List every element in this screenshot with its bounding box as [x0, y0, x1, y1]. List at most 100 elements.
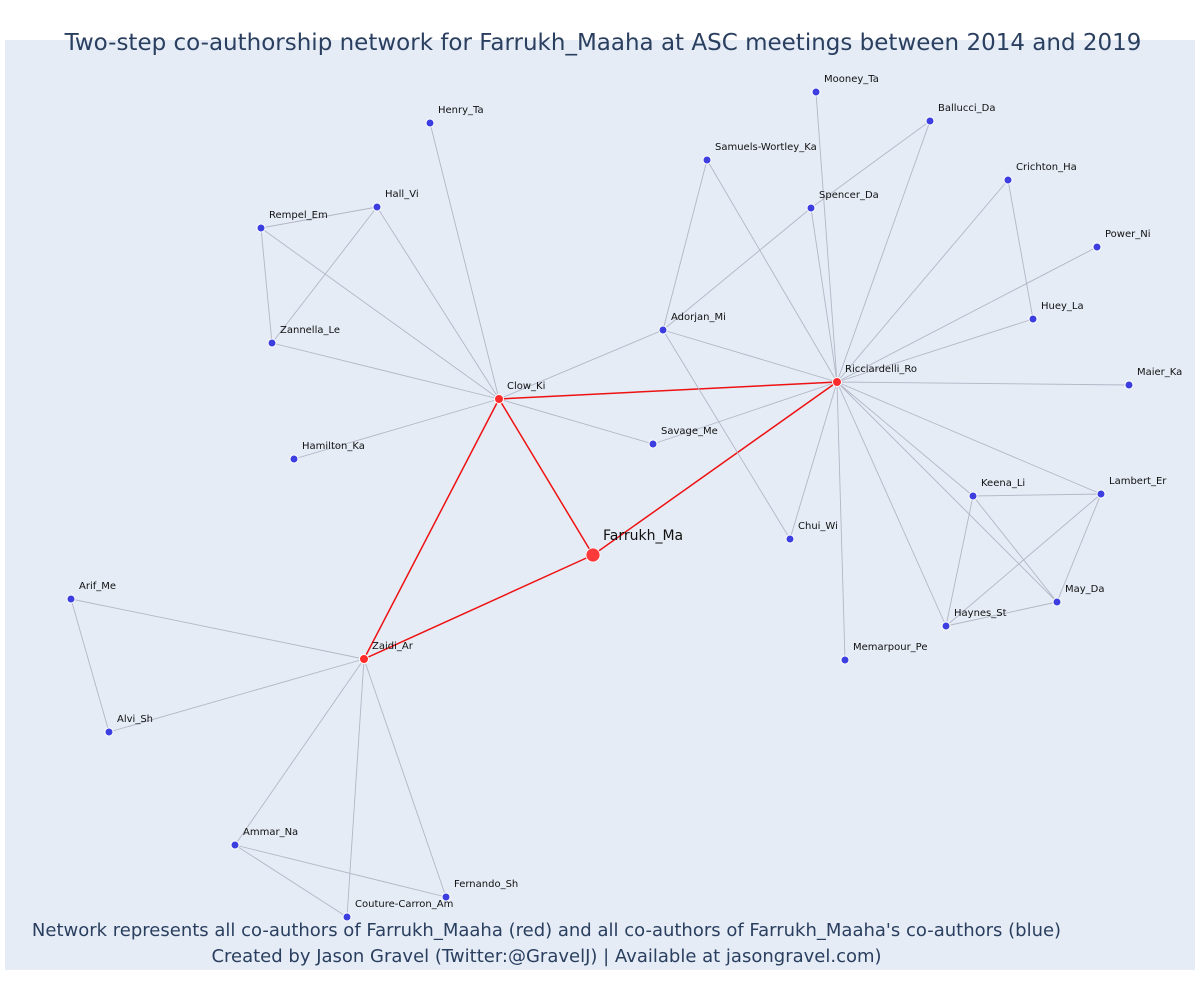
edge-ricciardelli-ro-huey-la	[836, 318, 1034, 383]
node-memarpour-pe[interactable]	[840, 655, 850, 665]
edge-clow-ki-hall-vi	[376, 206, 500, 400]
node-hall-vi[interactable]	[372, 202, 382, 212]
edge-haynes-st-may-da	[945, 601, 1058, 627]
node-may-da[interactable]	[1052, 597, 1062, 607]
edge-ricciardelli-ro-lambert-er	[836, 381, 1102, 495]
edge-ricciardelli-ro-power-ni	[836, 246, 1098, 383]
node-label-chui-wi: Chui_Wi	[798, 521, 838, 532]
node-label-haynes-st: Haynes_St	[954, 608, 1007, 619]
node-rempel-em[interactable]	[256, 223, 266, 233]
node-label-power-ni: Power_Ni	[1105, 229, 1151, 240]
node-label-lambert-er: Lambert_Er	[1109, 476, 1167, 487]
edge-ammar-na-couture-carron-am	[234, 844, 348, 918]
node-label-farrukh-ma: Farrukh_Ma	[603, 528, 683, 544]
caption: Network represents all co-authors of Far…	[0, 918, 1093, 970]
node-maier-ka[interactable]	[1124, 380, 1134, 390]
node-fernando-sh[interactable]	[441, 892, 451, 902]
edge-ricciardelli-ro-mooney-ta	[815, 91, 838, 383]
node-ricciardelli-ro[interactable]	[832, 377, 842, 387]
node-label-hamilton-ka: Hamilton_Ka	[302, 441, 365, 452]
edge-ricciardelli-ro-ballucci-da	[836, 120, 931, 383]
edge-zaidi-ar-fernando-sh	[363, 658, 447, 898]
labels-layer: Farrukh_Ma Clow_Ki Ricciardelli_Ro Zaidi_Ar…	[79, 74, 1182, 910]
edge-ricciardelli-ro-maier-ka	[836, 381, 1130, 386]
node-adorjan-mi[interactable]	[658, 325, 668, 335]
edge-ricciardelli-ro-samuels-wortley-ka	[706, 159, 838, 383]
node-samuels-wortley-ka[interactable]	[702, 155, 712, 165]
edge-keena-li-haynes-st	[945, 495, 974, 627]
edge-farrukh-ma-zaidi-ar	[363, 554, 594, 660]
edge-farrukh-ma-ricciardelli-ro	[592, 381, 838, 556]
node-haynes-st[interactable]	[941, 621, 951, 631]
node-label-crichton-ha: Crichton_Ha	[1016, 162, 1077, 173]
edge-clow-ki-savage-me	[498, 398, 654, 445]
caption-line-1: Network represents all co-authors of Far…	[31, 920, 1062, 941]
edge-clow-ki-zaidi-ar	[363, 398, 500, 660]
edge-adorjan-mi-samuels-wortley-ka	[662, 159, 708, 331]
edge-ricciardelli-ro-keena-li	[836, 381, 974, 497]
node-label-zannella-le: Zannella_Le	[280, 325, 340, 336]
node-label-savage-me: Savage_Me	[661, 426, 718, 437]
plot-background	[5, 40, 1195, 970]
node-label-adorjan-mi: Adorjan_Mi	[671, 312, 726, 323]
edge-farrukh-ma-clow-ki	[498, 398, 594, 556]
node-label-fernando-sh: Fernando_Sh	[454, 879, 518, 890]
node-mooney-ta[interactable]	[811, 87, 821, 97]
node-label-huey-la: Huey_La	[1041, 301, 1084, 312]
node-farrukh-ma[interactable]	[585, 547, 601, 563]
edge-clow-ki-ricciardelli-ro	[498, 381, 838, 400]
node-huey-la[interactable]	[1028, 314, 1038, 324]
edge-ricciardelli-ro-haynes-st	[836, 381, 947, 627]
edge-zaidi-ar-alvi-sh	[108, 658, 365, 733]
node-label-samuels-wortley-ka: Samuels-Wortley_Ka	[715, 142, 817, 153]
edge-clow-ki-zannella-le	[271, 342, 500, 400]
node-label-mooney-ta: Mooney_Ta	[824, 74, 879, 85]
edge-keena-li-lambert-er	[972, 493, 1102, 497]
node-alvi-sh[interactable]	[104, 727, 114, 737]
edge-keena-li-may-da	[972, 495, 1058, 603]
node-label-may-da: May_Da	[1065, 584, 1105, 595]
edge-ricciardelli-ro-memarpour-pe	[836, 381, 846, 661]
node-couture-carron-am[interactable]	[342, 912, 352, 922]
edges-layer	[70, 91, 1130, 918]
node-clow-ki[interactable]	[494, 394, 504, 404]
node-label-arif-me: Arif_Me	[79, 581, 116, 592]
node-label-ballucci-da: Ballucci_Da	[938, 103, 996, 114]
edge-adorjan-mi-chui-wi	[662, 329, 791, 540]
node-henry-ta[interactable]	[425, 118, 435, 128]
node-label-keena-li: Keena_Li	[981, 478, 1025, 489]
caption-line-2: Created by Jason Gravel (Twitter:@Gravel…	[211, 946, 882, 967]
edge-clow-ki-henry-ta	[429, 122, 500, 400]
nodes-layer	[66, 87, 1134, 922]
node-arif-me[interactable]	[66, 594, 76, 604]
node-zaidi-ar[interactable]	[359, 654, 369, 664]
edge-ricciardelli-ro-may-da	[836, 381, 1058, 603]
edge-ammar-na-fernando-sh	[234, 844, 447, 898]
node-savage-me[interactable]	[648, 439, 658, 449]
node-power-ni[interactable]	[1092, 242, 1102, 252]
node-spencer-da[interactable]	[806, 203, 816, 213]
edge-rempel-em-hall-vi	[260, 206, 378, 229]
node-hamilton-ka[interactable]	[289, 454, 299, 464]
node-crichton-ha[interactable]	[1003, 175, 1013, 185]
edge-lambert-er-may-da	[1056, 493, 1102, 603]
node-label-couture-carron-am: Couture-Carron_Am	[355, 899, 453, 910]
node-label-maier-ka: Maier_Ka	[1137, 367, 1182, 378]
node-label-ricciardelli-ro: Ricciardelli_Ro	[845, 364, 917, 375]
edge-clow-ki-adorjan-mi	[498, 329, 664, 400]
node-label-hall-vi: Hall_Vi	[385, 189, 419, 200]
edge-clow-ki-hamilton-ka	[293, 398, 500, 460]
node-ammar-na[interactable]	[230, 840, 240, 850]
edge-rempel-em-zannella-le	[260, 227, 273, 344]
node-zannella-le[interactable]	[267, 338, 277, 348]
node-lambert-er[interactable]	[1096, 489, 1106, 499]
node-ballucci-da[interactable]	[925, 116, 935, 126]
edge-spencer-da-ballucci-da	[810, 120, 931, 209]
edge-zaidi-ar-ammar-na	[234, 658, 365, 846]
node-label-spencer-da: Spencer_Da	[819, 190, 879, 201]
edge-adorjan-mi-spencer-da	[662, 207, 812, 331]
node-chui-wi[interactable]	[785, 534, 795, 544]
edge-zaidi-ar-couture-carron-am	[346, 658, 365, 918]
node-keena-li[interactable]	[968, 491, 978, 501]
